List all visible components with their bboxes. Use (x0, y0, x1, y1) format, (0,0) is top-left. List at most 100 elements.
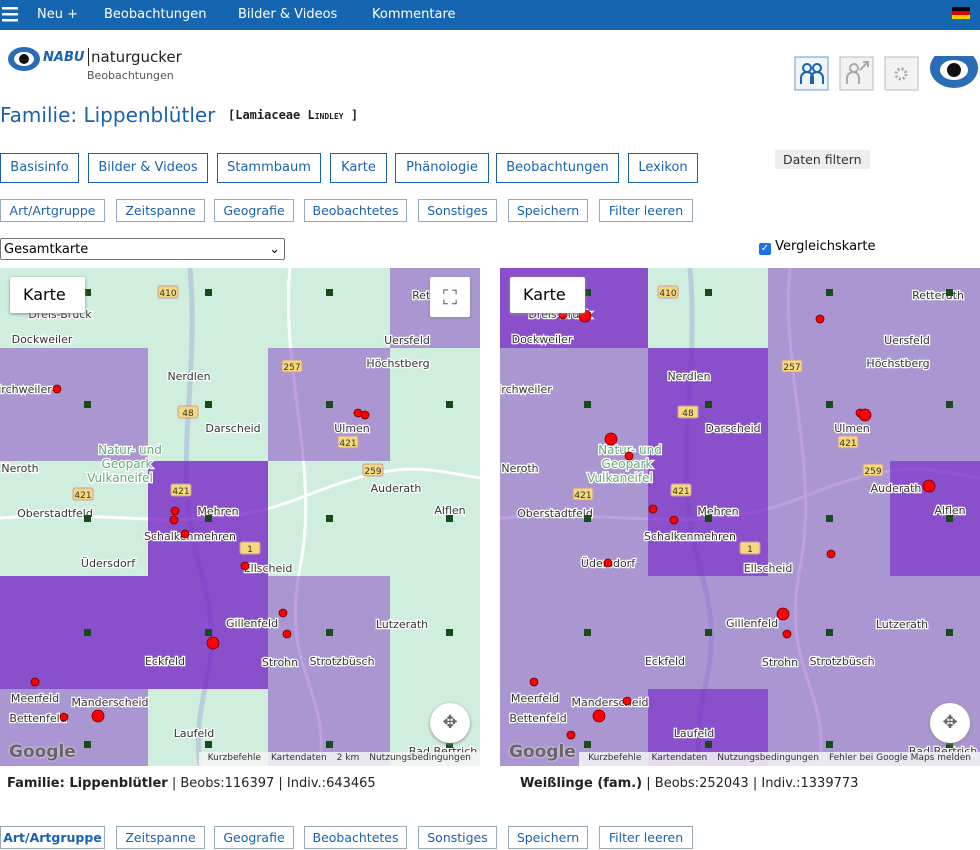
road-number: 421 (74, 491, 91, 501)
footer-link[interactable]: Kartendaten (270, 753, 327, 763)
beobs: 252043 (699, 776, 749, 791)
grid-cell (768, 268, 890, 348)
filter-button[interactable]: Art/Artgruppe (0, 826, 105, 849)
place-label: Eckfeld (645, 655, 685, 668)
nav-item[interactable]: Bilder & Videos (238, 7, 338, 22)
place-label: Strotzbüsch (809, 655, 874, 668)
indiv-label: Indiv.: (761, 776, 801, 791)
tab-button[interactable]: Lexikon (628, 153, 698, 183)
map-caption: Weißlinge (fam.) | Beobs:252043 | Indiv.… (520, 776, 859, 791)
filter-button[interactable]: Zeitspanne (116, 826, 205, 849)
filter-button[interactable]: Art/Artgruppe (0, 199, 105, 222)
nav-item[interactable]: Beobachtungen (104, 7, 207, 22)
map-select[interactable]: Gesamtkarte ⌄ (0, 238, 285, 260)
tab-button[interactable]: Beobachtungen (496, 153, 619, 183)
map[interactable]: 410257259421421148421Dreis-BrückDockweil… (500, 268, 980, 766)
place-label: Schalkenmehren (644, 530, 736, 543)
observation-dot (180, 529, 190, 539)
fullscreen-button[interactable]: ⛶ (430, 277, 470, 317)
pan-button[interactable]: ✥ (430, 703, 470, 743)
place-label: Dockweiler (512, 333, 573, 346)
observation-dot (669, 515, 679, 525)
tab-button[interactable]: Karte (330, 153, 387, 183)
place-label: Ellscheid (744, 562, 793, 575)
place-label: Oberstadtfeld (517, 507, 593, 520)
filter-button[interactable]: Beobachtetes (304, 826, 407, 849)
grid-marker (446, 515, 453, 522)
map-footer: Kurzbefehle Kartendaten 2 km Nutzungsbeding… (198, 752, 480, 766)
road-number: 421 (339, 439, 356, 449)
grid-marker (826, 629, 833, 636)
map-footer: Kurzbefehle Kartendaten Nutzungsbedingunge… (579, 752, 980, 766)
google-logo: Google (509, 742, 576, 762)
filter-button[interactable]: Filter leeren (599, 199, 693, 222)
filter-button[interactable]: Speichern (508, 199, 588, 222)
footer-link[interactable]: 2 km (336, 753, 360, 763)
filter-button[interactable]: Beobachtetes (304, 199, 407, 222)
observation-dot (624, 451, 634, 461)
road-number: 421 (172, 487, 189, 497)
road-shield (72, 487, 94, 501)
place-label: Vulkaneifel (87, 471, 153, 485)
grid-cell (0, 576, 148, 689)
pan-button[interactable]: ✥ (930, 703, 970, 743)
filter-button[interactable]: Filter leeren (599, 826, 693, 849)
place-label: Auderath (371, 482, 422, 495)
latin: Lamiaceae (235, 108, 301, 122)
grid-marker (84, 515, 91, 522)
indiv: 1339773 (800, 776, 859, 791)
caption-name: Familie: Lippenblütler (7, 776, 168, 791)
footer-link[interactable]: Nutzungsbedingungen (369, 753, 471, 763)
footer-link[interactable]: Kurzbefehle (588, 753, 642, 763)
compare-toggle[interactable]: ✓ Vergleichskarte (759, 239, 876, 255)
tab-button[interactable]: Basisinfo (0, 153, 79, 183)
map-canvas: 410257259421421148421Dreis-BrückDockweil… (500, 268, 980, 766)
observation-dot (858, 408, 872, 422)
beobs: 116397 (224, 776, 275, 791)
tab-button[interactable]: Phänologie (395, 153, 489, 183)
grid-marker (826, 741, 833, 748)
place-label: Nerdlen (167, 370, 210, 383)
grid-marker (584, 629, 591, 636)
filter-button[interactable]: Speichern (508, 826, 588, 849)
grid-cell (500, 576, 648, 689)
place-label: Dockweiler (12, 333, 73, 346)
tab-button[interactable]: Stammbaum (217, 153, 321, 183)
road-number: 410 (159, 289, 176, 299)
footer-link[interactable]: Nutzungsbedingungen (717, 753, 819, 763)
flag-de[interactable] (952, 7, 970, 19)
grid-cell (890, 576, 980, 689)
road-shield (862, 463, 884, 477)
place-label: Ulmen (334, 422, 370, 435)
nav-item[interactable]: Kommentare (372, 7, 456, 22)
filter-data-button[interactable]: Daten filtern (775, 150, 870, 169)
map-type-button[interactable]: Karte (10, 277, 85, 313)
observation-dot (603, 558, 613, 568)
filter-button[interactable]: Geografie (214, 199, 294, 222)
observation-dot (282, 629, 292, 639)
menu-icon[interactable] (2, 5, 20, 23)
footer-link[interactable]: Kurzbefehle (207, 753, 261, 763)
place-label: Manderscheid (571, 696, 648, 709)
observation-dot (170, 506, 180, 516)
nav-item[interactable]: Neu + (37, 7, 78, 22)
filter-button[interactable]: Zeitspanne (116, 199, 205, 222)
filter-button[interactable]: Sonstiges (418, 826, 497, 849)
map-type-button[interactable]: Karte (510, 277, 585, 313)
tab-button[interactable]: Bilder & Videos (88, 153, 208, 183)
grid-cell (648, 268, 768, 348)
filter-button[interactable]: Sonstiges (418, 199, 497, 222)
place-label: Meerfeld (511, 692, 559, 705)
grid-marker (946, 629, 953, 636)
footer-link[interactable]: Kartendaten (651, 753, 708, 763)
observation-dot (578, 309, 592, 323)
grid-cell (890, 268, 980, 348)
place-label: Auderath (871, 482, 922, 495)
grid-cell (390, 461, 480, 576)
grid-marker (584, 289, 591, 296)
footer-link[interactable]: Fehler bei Google Maps melden (828, 753, 971, 763)
filter-button[interactable]: Geografie (214, 826, 294, 849)
road-shield (781, 359, 803, 373)
place-label: Höchstberg (866, 357, 929, 370)
